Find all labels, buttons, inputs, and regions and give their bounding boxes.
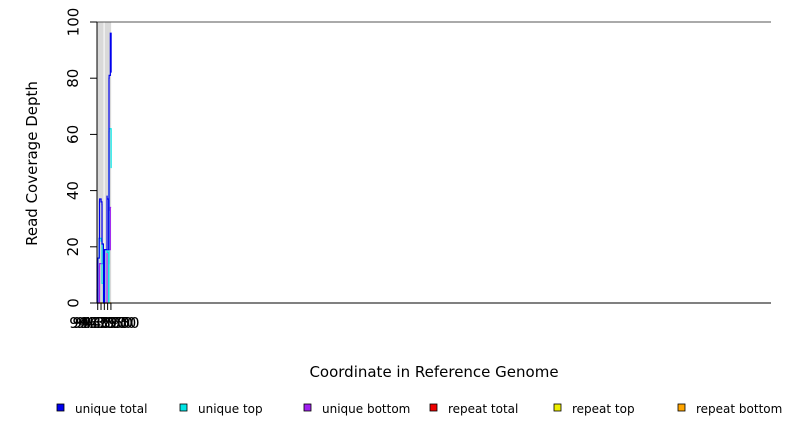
y-tick-label: 100 [64, 8, 82, 37]
highlight-regions [97, 21, 771, 303]
legend-swatch-repeat-total [429, 403, 438, 412]
x-axis-title: Coordinate in Reference Genome [309, 363, 558, 381]
legend-label-unique-top: unique top [198, 402, 263, 416]
y-tick-label: 0 [64, 298, 82, 308]
legend-swatch-unique-top [179, 403, 188, 412]
legend-label-repeat-bottom: repeat bottom [696, 402, 782, 416]
legend: unique total unique top unique bottom repea… [56, 402, 782, 416]
y-tick-label: 20 [64, 237, 82, 256]
x-tick-label: 943950 [82, 314, 139, 332]
legend-label-unique-bottom: unique bottom [322, 402, 410, 416]
legend-swatch-unique-bottom [303, 403, 312, 412]
x-tick-label: 943750 [69, 314, 126, 332]
y-tick-label: 80 [64, 69, 82, 88]
region-2 [104, 22, 112, 303]
x-tick-label: 943850 [76, 314, 133, 332]
y-tick-label: 60 [64, 125, 82, 144]
legend-label-unique-total: unique total [75, 402, 147, 416]
y-tick-label: 40 [64, 181, 82, 200]
legend-label-repeat-total: repeat total [448, 402, 518, 416]
y-axis-title: Read Coverage Depth [23, 81, 41, 246]
legend-swatch-unique-total [56, 403, 65, 412]
region-1 [97, 22, 104, 303]
x-tick-label: 943800 [72, 314, 129, 332]
legend-swatch-repeat-bottom [677, 403, 686, 412]
x-tick-label: 943900 [79, 314, 136, 332]
series-line-unique-total [96, 32, 112, 304]
legend-swatch-repeat-top [553, 403, 562, 412]
legend-label-repeat-top: repeat top [572, 402, 635, 416]
